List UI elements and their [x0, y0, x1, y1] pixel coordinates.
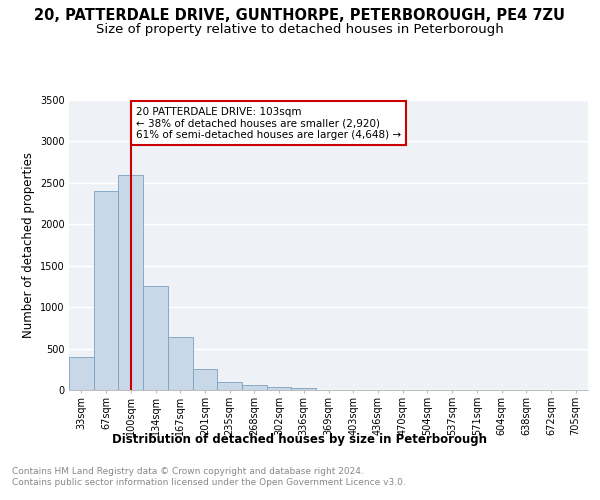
Y-axis label: Number of detached properties: Number of detached properties [22, 152, 35, 338]
Bar [217, 382, 242, 390]
Text: 20, PATTERDALE DRIVE, GUNTHORPE, PETERBOROUGH, PE4 7ZU: 20, PATTERDALE DRIVE, GUNTHORPE, PETERBO… [35, 8, 566, 22]
Bar [267, 386, 292, 390]
Bar [94, 191, 118, 390]
Bar [143, 286, 168, 390]
Text: Size of property relative to detached houses in Peterborough: Size of property relative to detached ho… [96, 22, 504, 36]
Text: 20 PATTERDALE DRIVE: 103sqm
← 38% of detached houses are smaller (2,920)
61% of : 20 PATTERDALE DRIVE: 103sqm ← 38% of det… [136, 106, 401, 140]
Bar [69, 357, 94, 390]
Bar [242, 386, 267, 390]
Text: Distribution of detached houses by size in Peterborough: Distribution of detached houses by size … [113, 432, 487, 446]
Bar [118, 174, 143, 390]
Bar [193, 370, 217, 390]
Bar [168, 337, 193, 390]
Bar [292, 388, 316, 390]
Text: Contains HM Land Registry data © Crown copyright and database right 2024.
Contai: Contains HM Land Registry data © Crown c… [12, 468, 406, 487]
